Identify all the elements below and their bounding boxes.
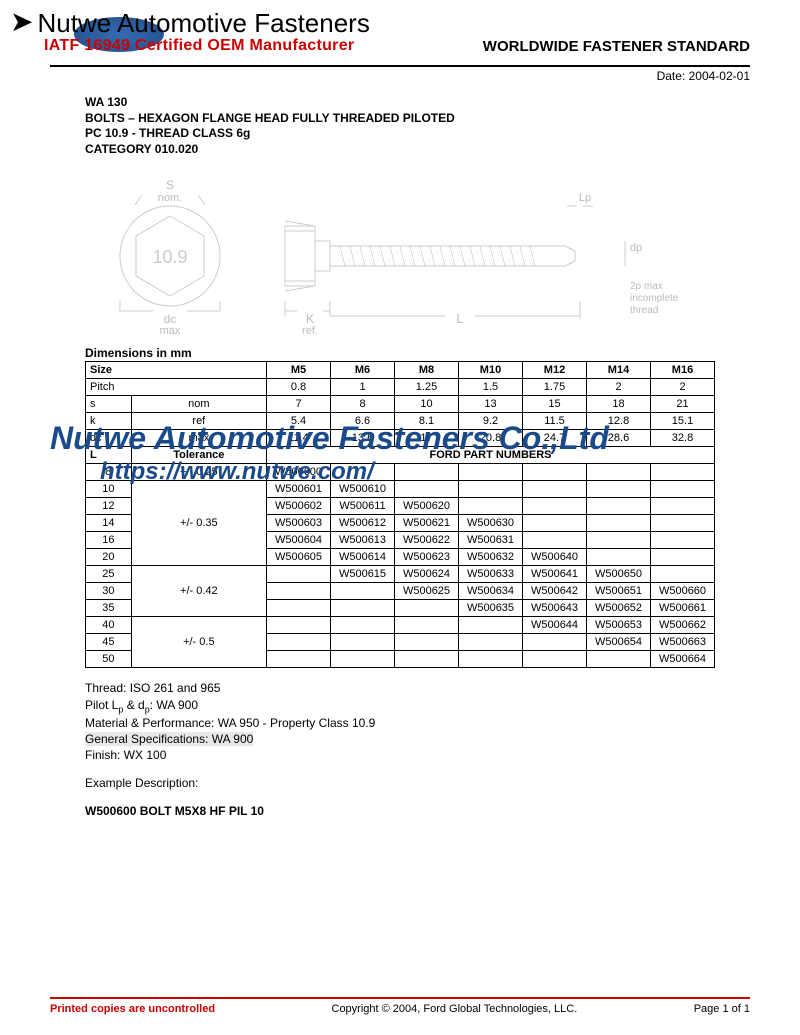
svg-text:max: max [160,325,181,336]
part-header-row: L Tolerance FORD PART NUMBERS [86,447,715,464]
table-row: 25+/- 0.42W500615W500624W500633W500641W5… [86,566,715,583]
svg-text:Lp: Lp [579,192,591,204]
example-label: Example Description: [85,776,715,790]
header: ➤ Nutwe Automotive Fasteners IATF 16949 … [0,0,800,55]
svg-text:dc: dc [164,312,177,326]
note-material: Material & Performance: WA 950 - Propert… [85,715,715,731]
notes: Thread: ISO 261 and 965 Pilot Lp & dp: W… [85,680,715,763]
spec-code: WA 130 [85,95,715,111]
l-header: L [86,447,132,464]
svg-text:thread: thread [630,305,658,316]
col-m14: M14 [587,362,651,379]
tol-header: Tolerance [131,447,266,464]
table-row: 10+/- 0.35W500601W500610 [86,481,715,498]
table-row: 40+/- 0.5W500644W500653W500662 [86,617,715,634]
col-m16: M16 [651,362,715,379]
col-m6: M6 [331,362,395,379]
svg-text:10.9: 10.9 [152,247,187,267]
footer-center: Copyright © 2004, Ford Global Technologi… [332,1003,578,1015]
svg-text:K: K [306,312,314,326]
col-size: Size [86,362,267,379]
footer: Printed copies are uncontrolled Copyrigh… [50,997,750,1015]
spec-pc: PC 10.9 - THREAD CLASS 6g [85,126,715,142]
table-row: 8+/- 0.25W500600 [86,464,715,481]
svg-text:ref.: ref. [302,325,318,336]
example-desc: W500600 BOLT M5X8 HF PIL 10 [85,804,715,818]
footer-left: Printed copies are uncontrolled [50,1003,215,1015]
note-pilot: Pilot Lp & dp: WA 900 [85,697,715,716]
company-name: Nutwe Automotive Fasteners [37,8,369,39]
svg-text:2p max: 2p max [630,281,663,292]
footer-right: Page 1 of 1 [694,1003,750,1015]
col-m10: M10 [459,362,523,379]
table-row: snom781013151821 [86,396,715,413]
svg-text:S: S [166,178,174,192]
note-general: General Specifications: WA 900 [85,731,715,747]
dimensions-table: Size M5 M6 M8 M10 M12 M14 M16 Pitch0.811… [85,361,715,668]
iatf-text: IATF 16949 Certified OEM Manufacturer [44,37,354,54]
table-header-row: Size M5 M6 M8 M10 M12 M14 M16 [86,362,715,379]
note-finish: Finish: WX 100 [85,747,715,763]
note-thread: Thread: ISO 261 and 965 [85,680,715,696]
svg-text:dp: dp [630,242,642,254]
svg-text:nom.: nom. [158,192,182,204]
svg-text:L: L [456,311,463,326]
col-m8: M8 [395,362,459,379]
svg-text:incomplete: incomplete [630,293,679,304]
part-numbers-header: FORD PART NUMBERS [267,447,715,464]
table-row: Pitch0.811.251.51.7522 [86,379,715,396]
header-rule [50,65,750,67]
col-m12: M12 [523,362,587,379]
content: WA 130 BOLTS – HEXAGON FLANGE HEAD FULLY… [0,83,800,818]
col-m5: M5 [267,362,331,379]
table-row: kref5.46.68.19.211.512.815.1 [86,413,715,430]
arrow-icon: ➤ [10,8,33,36]
spec-category: CATEGORY 010.020 [85,142,715,158]
bolt-diagram: 10.9 S nom. dc max [85,171,715,336]
spec-title: BOLTS – HEXAGON FLANGE HEAD FULLY THREAD… [85,111,715,127]
standard-title: WORLDWIDE FASTENER STANDARD [483,38,750,55]
table-row: dcmax11.413.61720.824.728.632.8 [86,430,715,447]
date: Date: 2004-02-01 [0,69,750,83]
dimensions-title: Dimensions in mm [85,346,715,360]
spec-block: WA 130 BOLTS – HEXAGON FLANGE HEAD FULLY… [85,95,715,157]
